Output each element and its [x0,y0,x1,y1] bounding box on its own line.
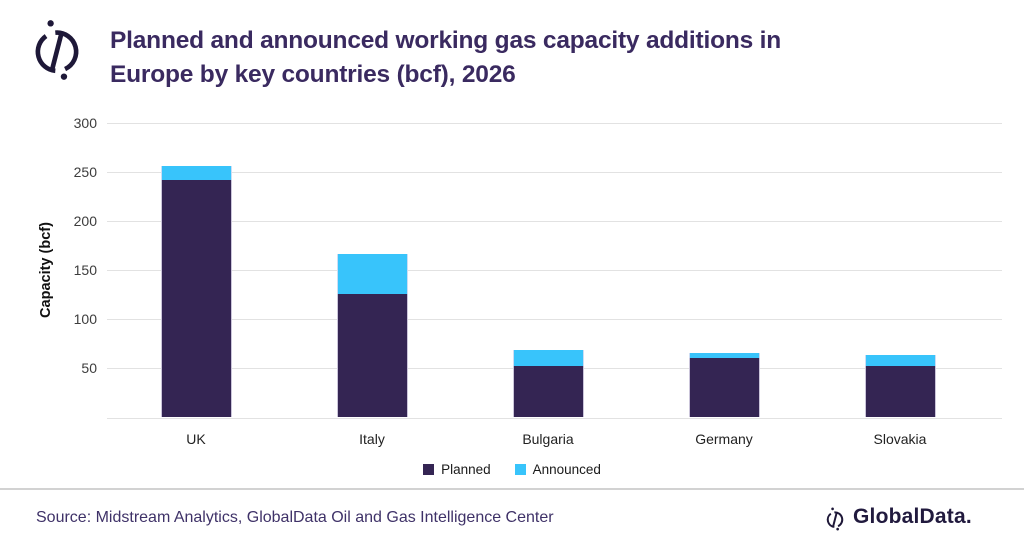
y-axis-title: Capacity (bcf) [38,222,54,318]
y-tick-label: 200 [73,212,97,229]
y-tick-label: 250 [73,163,97,180]
legend-swatch [423,463,435,475]
gridline [107,171,1002,173]
bar-segment-planned-bulgaria [512,366,584,418]
gridline [107,417,1002,419]
y-tick-label: 150 [73,262,97,278]
gridline [107,270,1002,271]
bar-segment-announced-germany [688,352,760,358]
chart-title: Planned and announced working gas capaci… [110,24,781,92]
x-axis-label: Slovakia [873,431,927,447]
legend: Planned Announced [0,459,1024,479]
bar-segment-announced-bulgaria [512,349,584,367]
chart-title-line-1: Planned and announced working gas capaci… [110,27,782,54]
bar-segment-planned-germany [688,357,760,418]
x-axis-label: Bulgaria [522,431,574,447]
bar-segment-announced-italy [336,254,408,294]
source-text: Source: Midstream Analytics, GlobalData … [36,509,554,526]
gridline [107,319,1002,321]
plot-area: Capacity (bcf) 50 100 150 200 250 300 UK Italy B… [38,114,1002,447]
y-tick-label: 300 [73,114,97,131]
globaldata-wordmark: GlobalData. [853,505,972,528]
bar-segment-planned-italy [336,293,408,418]
bar-segment-announced-uk [160,165,232,180]
y-tick-label: 50 [81,360,97,377]
x-axis-label: Germany [695,431,753,447]
y-tick-label: 100 [73,311,97,328]
gridline [107,220,1002,222]
globaldata-logo-icon [826,507,844,531]
legend-swatch [514,463,526,475]
bar-segment-announced-slovakia [864,354,936,367]
gridline [107,122,1002,124]
globaldata-logo-icon [35,20,79,80]
footer-divider [0,488,1024,490]
legend-item-announced: Announced [514,461,601,477]
legend-item-planned: Planned [423,462,491,477]
chart-title-line-2: Europe by key countries (bcf), 2026 [110,61,516,88]
legend-label: Announced [532,461,601,477]
bar-segment-planned-uk [160,179,232,418]
bar-segment-planned-slovakia [864,366,936,418]
legend-label: Planned [441,461,491,477]
x-axis-label: UK [186,431,206,447]
x-axis-label: Italy [359,431,385,447]
